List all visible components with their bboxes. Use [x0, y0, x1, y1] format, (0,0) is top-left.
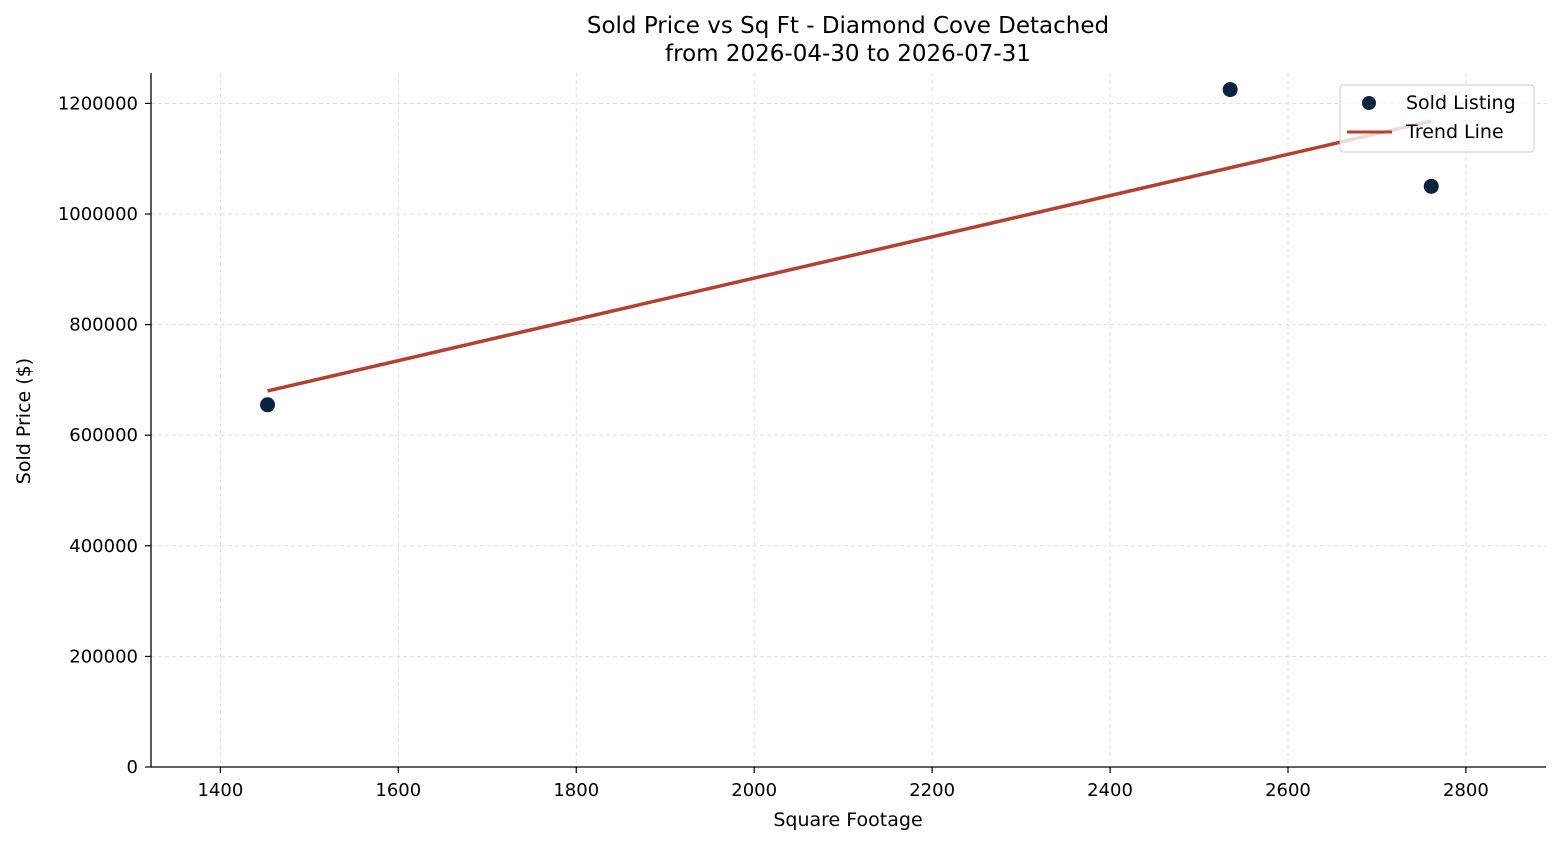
legend-label-sold-listing: Sold Listing: [1406, 92, 1516, 114]
x-tick-label: 2400: [1087, 780, 1133, 801]
x-tick-label: 2000: [731, 780, 777, 801]
y-tick-label: 200000: [69, 646, 138, 667]
y-tick-label: 1000000: [58, 204, 138, 225]
sold-listing-point: [1423, 178, 1439, 194]
legend: Sold Listing Trend Line: [1339, 84, 1535, 153]
chart-subtitle: from 2026-04-30 to 2026-07-31: [665, 41, 1031, 67]
sold-listing-point: [1222, 82, 1238, 98]
y-tick-label: 800000: [69, 315, 138, 336]
legend-scatter-marker: [1362, 96, 1376, 110]
x-tick-label: 1800: [553, 780, 599, 801]
y-tick-label: 0: [127, 757, 138, 778]
x-axis-label: Square Footage: [773, 809, 922, 831]
x-tick-label: 1600: [375, 780, 421, 801]
x-tick-label: 1400: [197, 780, 243, 801]
y-tick-label: 400000: [69, 536, 138, 557]
x-tick-label: 2200: [909, 780, 955, 801]
series: [260, 82, 1439, 413]
y-tick-label: 600000: [69, 425, 138, 446]
y-axis-label: Sold Price ($): [13, 358, 35, 484]
trend-line: [267, 119, 1432, 393]
x-tick-label: 2800: [1443, 780, 1489, 801]
grid: [151, 73, 1546, 768]
x-tick-label: 2600: [1265, 780, 1311, 801]
legend-label-trend-line: Trend Line: [1405, 121, 1504, 143]
y-tick-label: 1200000: [58, 93, 138, 114]
legend-box: [1339, 84, 1535, 153]
chart-title: Sold Price vs Sq Ft - Diamond Cove Detac…: [587, 13, 1109, 39]
ticks: 1400 1600 1800 2000 2200 2400 2600 2800 0 200000 4…: [58, 93, 1489, 801]
sold-listing-point: [260, 397, 276, 413]
